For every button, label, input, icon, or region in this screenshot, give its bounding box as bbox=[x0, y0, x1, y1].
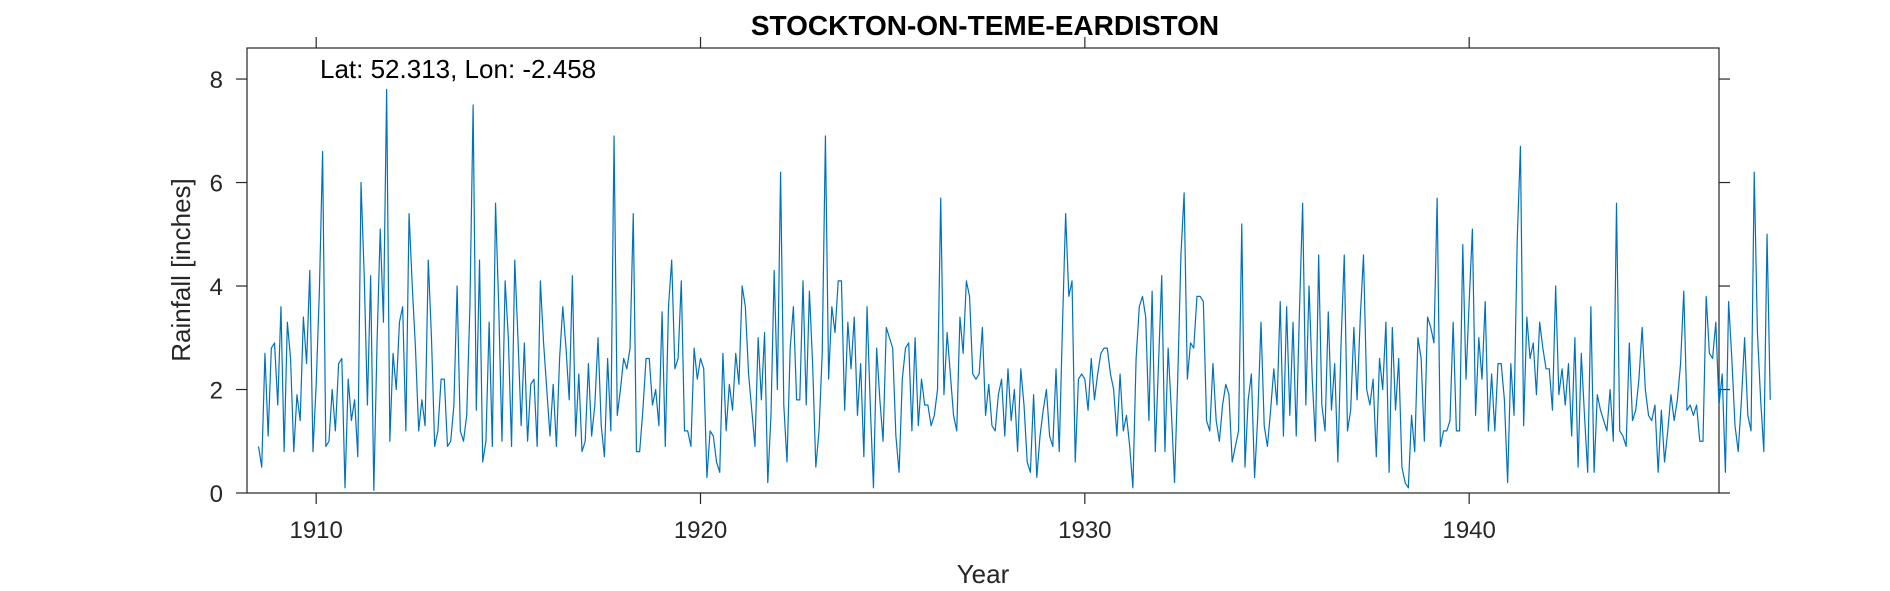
y-tick-label: 0 bbox=[210, 481, 223, 508]
y-tick-label: 2 bbox=[210, 378, 223, 405]
x-axis-label: Year bbox=[957, 559, 1010, 589]
plot-frame bbox=[246, 47, 1720, 494]
location-annotation: Lat: 52.313, Lon: -2.458 bbox=[320, 54, 596, 84]
y-tick-label: 6 bbox=[210, 171, 223, 198]
x-tick-label: 1930 bbox=[1058, 517, 1111, 544]
y-axis-ticks: 0 2 4 6 8 bbox=[210, 67, 1730, 508]
y-tick-label: 4 bbox=[210, 274, 223, 301]
y-tick-label: 8 bbox=[210, 67, 223, 94]
x-tick-label: 1920 bbox=[674, 517, 727, 544]
x-tick-label: 1940 bbox=[1442, 517, 1495, 544]
chart-title: STOCKTON-ON-TEME-EARDISTON bbox=[751, 10, 1219, 41]
y-axis-label: Rainfall [inches] bbox=[166, 178, 196, 362]
x-tick-label: 1910 bbox=[289, 517, 342, 544]
x-axis-ticks: 1910 1920 1930 1940 bbox=[289, 37, 1496, 544]
rainfall-series-line bbox=[257, 88, 1771, 492]
